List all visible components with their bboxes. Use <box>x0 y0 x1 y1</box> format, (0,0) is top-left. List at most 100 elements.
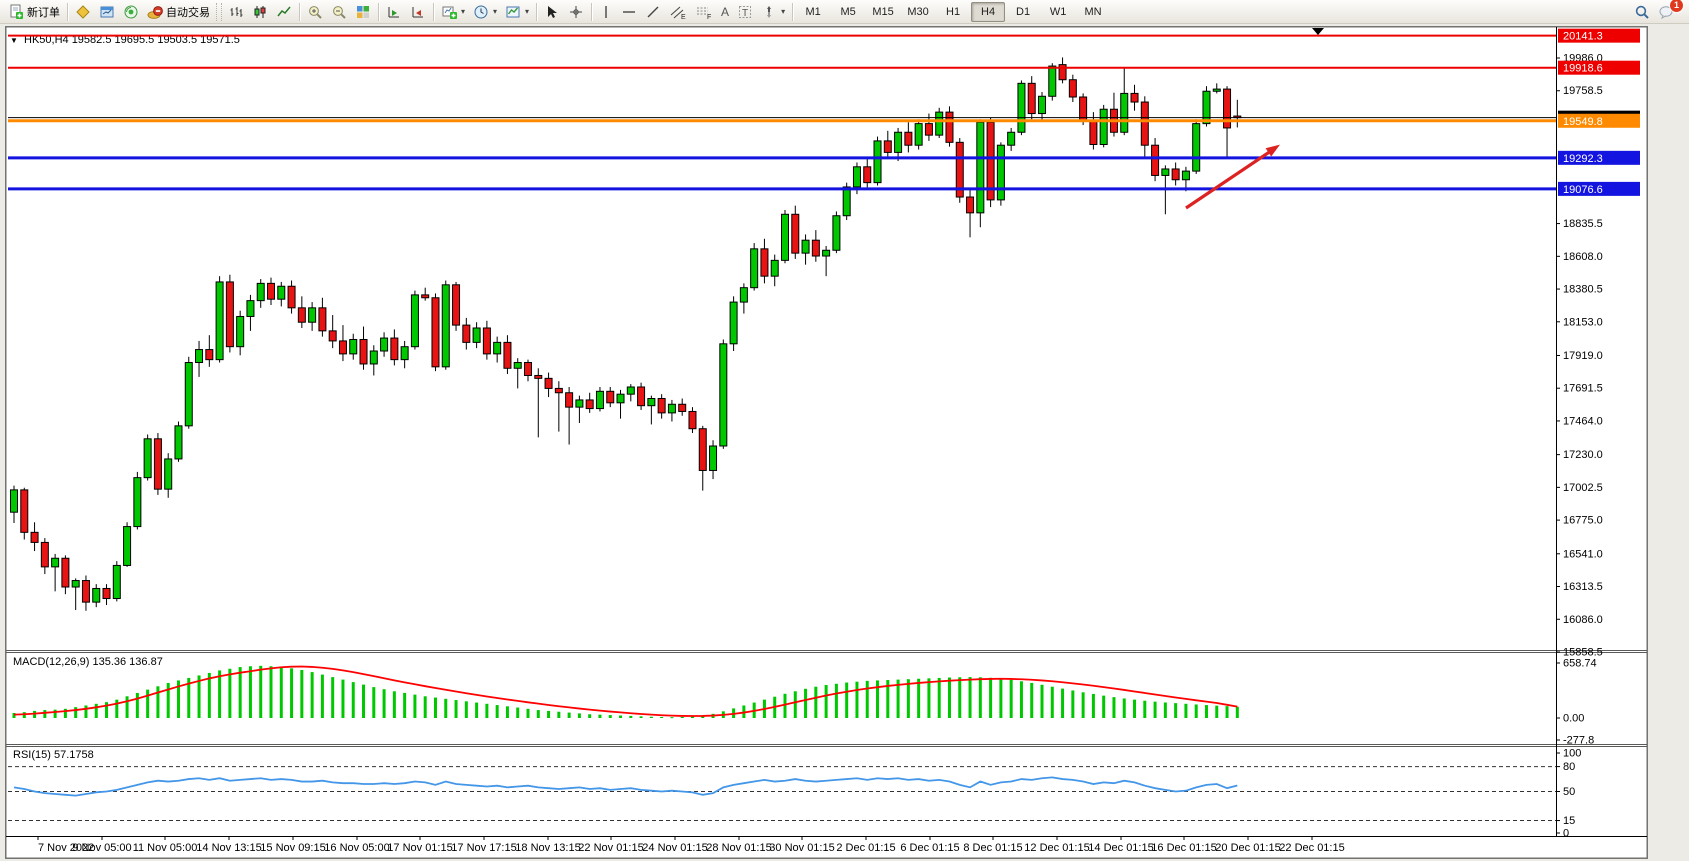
macd-bar <box>567 712 571 718</box>
candle-body <box>1212 88 1221 92</box>
macd-bar <box>1174 703 1178 718</box>
chart-profiles-icon <box>76 4 90 19</box>
time-tick: 18 Nov 13:15 <box>515 842 580 854</box>
macd-bar <box>1030 682 1034 718</box>
macd-bar <box>1153 701 1157 718</box>
price-badge-label: 19292.3 <box>1563 153 1603 165</box>
timeframe-button-mn[interactable]: MN <box>1084 5 1102 18</box>
macd-bar <box>845 682 849 718</box>
rsi-label: RSI(15) 57.1758 <box>13 749 94 761</box>
macd-bar <box>947 677 951 718</box>
timeframe-button-m15[interactable]: M15 <box>872 5 894 18</box>
rsi-tick: 0 <box>1563 828 1569 840</box>
new-order-button[interactable]: 新订单 <box>4 1 64 23</box>
trendline-button[interactable] <box>641 1 665 23</box>
tile-windows-button[interactable] <box>351 1 375 23</box>
autotrading-button[interactable]: 自动交易 <box>143 1 214 23</box>
candle-body <box>92 587 101 603</box>
macd-bar <box>259 665 263 718</box>
macd-bar <box>320 674 324 718</box>
chart-window[interactable]: ▼ HK50,H4 19582.5 19695.5 19503.5 19571.… <box>5 26 1648 859</box>
channel-button[interactable]: E <box>665 1 691 23</box>
candle-body <box>863 166 872 184</box>
candle-body <box>729 301 738 345</box>
macd-bar <box>248 666 252 718</box>
new-chart-icon <box>442 6 457 19</box>
collapse-arrow-icon[interactable]: ▼ <box>10 36 18 45</box>
zoom-in-icon <box>309 5 322 19</box>
time-tick: 14 Nov 13:15 <box>196 842 261 854</box>
timeframe-button-h4[interactable]: H4 <box>971 1 1006 22</box>
time-tick: 6 Dec 01:15 <box>900 842 959 854</box>
time-tick: 22 Nov 01:15 <box>578 842 643 854</box>
timeframe-button-m1[interactable]: M1 <box>805 5 821 18</box>
search-button[interactable] <box>1630 1 1654 23</box>
text-button[interactable]: A <box>717 1 733 23</box>
candle-body <box>390 337 399 361</box>
candle-body <box>51 557 60 568</box>
macd-bar <box>74 707 78 718</box>
macd-bar <box>978 677 982 718</box>
dropdown-caret: ▾ <box>493 7 498 16</box>
scroll-to-end-button[interactable] <box>382 1 406 23</box>
macd-bar <box>557 711 561 718</box>
macd-bar <box>413 694 417 718</box>
candle-body <box>873 140 882 184</box>
chat-button[interactable]: 1 <box>1654 0 1684 23</box>
cursor-button[interactable] <box>540 1 564 23</box>
period-button[interactable]: ▾ <box>469 1 501 23</box>
timeframe-button-m5[interactable]: M5 <box>840 5 856 18</box>
horizontal-line-button[interactable] <box>617 1 641 23</box>
zoom-out-button[interactable] <box>327 1 351 23</box>
autotrading-label: 自动交易 <box>166 6 210 19</box>
new-chart-button[interactable]: ▾ <box>437 1 469 23</box>
price-tick: 17464.0 <box>1563 415 1603 427</box>
crosshair-button[interactable] <box>564 1 588 23</box>
candle-body <box>637 386 646 407</box>
shapes-button[interactable]: ▾ <box>757 1 789 23</box>
macd-bar <box>1194 704 1198 718</box>
fibonacci-button[interactable]: F <box>691 1 717 23</box>
market-watch-button[interactable] <box>95 1 119 23</box>
zoom-in-button[interactable] <box>303 1 327 23</box>
candle-body <box>750 248 759 289</box>
text-label-button[interactable]: T <box>733 1 757 23</box>
timeframe-button-h1[interactable]: H1 <box>946 5 961 18</box>
timeframe-button-w1[interactable]: W1 <box>1049 5 1067 18</box>
candlestick-button[interactable] <box>248 1 272 23</box>
price-badge-label: 19076.6 <box>1563 184 1603 196</box>
clock-icon <box>474 5 488 18</box>
separator <box>792 2 794 21</box>
macd-bar <box>105 702 109 718</box>
dropdown-caret: ▾ <box>525 7 530 16</box>
macd-bar <box>331 677 335 718</box>
candle-body <box>1161 168 1170 176</box>
candle-body <box>143 438 152 479</box>
macd-bar <box>639 716 643 718</box>
macd-bar <box>351 682 355 718</box>
signals-button[interactable] <box>119 1 143 23</box>
macd-pane <box>12 665 1239 719</box>
candle-body <box>770 259 779 277</box>
macd-bar <box>156 686 160 718</box>
macd-bar <box>1081 692 1085 718</box>
bar-chart-button[interactable] <box>224 1 248 23</box>
candle-body <box>667 403 676 414</box>
rsi-tick: 100 <box>1563 748 1581 760</box>
template-button[interactable]: ▾ <box>501 1 533 23</box>
macd-bar <box>536 710 540 718</box>
line-chart-icon <box>277 6 291 16</box>
chart-profiles-button[interactable] <box>71 1 95 23</box>
chart-shift-button[interactable] <box>406 1 430 23</box>
candle-body <box>246 300 255 317</box>
timeframe-button-m30[interactable]: M30 <box>907 5 929 18</box>
macd-bar <box>218 670 222 718</box>
macd-bar <box>135 692 139 718</box>
macd-bar <box>464 701 468 718</box>
macd-bar <box>989 677 993 718</box>
fibonacci-icon: F <box>697 7 711 20</box>
vertical-line-button[interactable] <box>595 1 617 23</box>
line-chart-button[interactable] <box>272 1 296 23</box>
timeframe-button-d1[interactable]: D1 <box>1016 5 1031 18</box>
